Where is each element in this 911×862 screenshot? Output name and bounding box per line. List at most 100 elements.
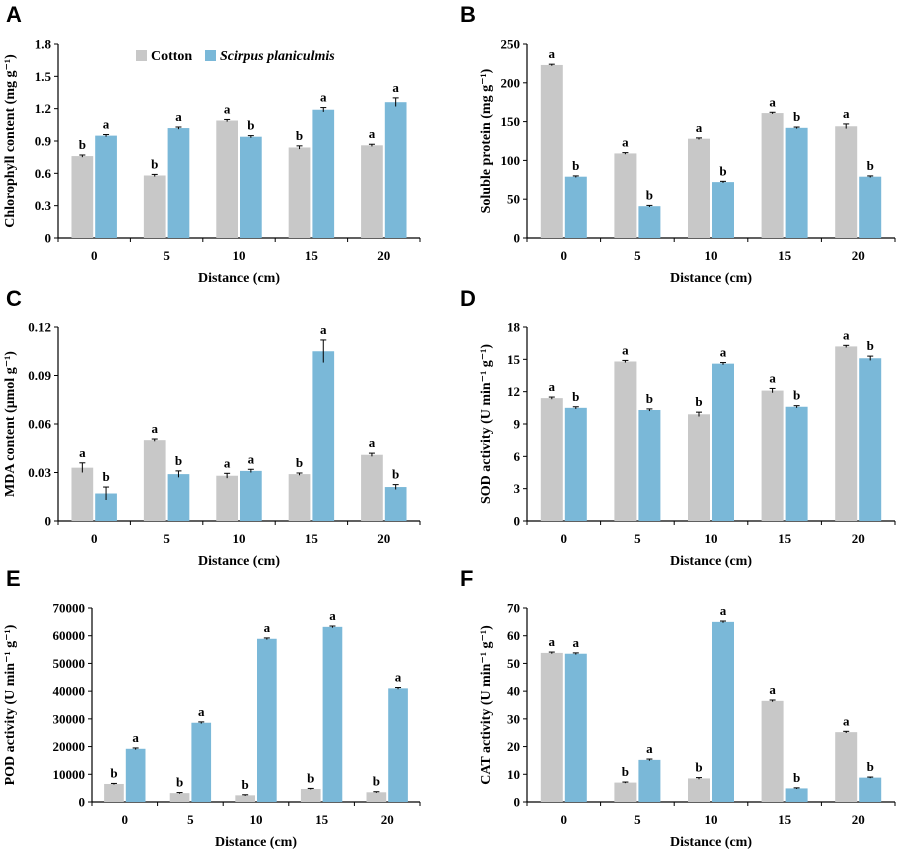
y-tick-label: 60 <box>507 628 520 643</box>
x-tick-label: 5 <box>163 531 170 546</box>
bar-scirpus <box>638 759 661 802</box>
bar-scirpus <box>312 109 335 238</box>
y-tick-label: 1.2 <box>35 101 51 116</box>
y-tick-label: 1.8 <box>35 37 52 52</box>
significance-letter: a <box>320 90 327 105</box>
bar-scirpus <box>785 127 808 238</box>
bar-cotton <box>614 361 637 521</box>
x-tick-label: 20 <box>852 812 865 827</box>
y-tick-label: 0.12 <box>28 320 51 335</box>
bar-scirpus <box>95 493 117 521</box>
x-tick-label: 10 <box>705 531 718 546</box>
bar-scirpus <box>191 722 212 802</box>
bar-scirpus <box>712 621 734 802</box>
x-tick-label: 15 <box>305 248 319 263</box>
x-tick-label: 20 <box>852 248 865 263</box>
x-tick-label: 20 <box>381 812 394 827</box>
x-tick-label: 5 <box>163 248 170 263</box>
bar-scirpus <box>240 470 262 521</box>
significance-letter: a <box>769 682 776 697</box>
bar-cotton <box>361 145 383 238</box>
significance-letter: b <box>151 156 158 171</box>
bar-scirpus <box>322 626 343 802</box>
legend: Cotton Scirpus planiculmis <box>136 49 335 64</box>
bar-cotton <box>104 783 124 802</box>
bar-scirpus <box>785 406 808 521</box>
bar-scirpus <box>167 474 190 521</box>
y-tick-label: 3 <box>514 481 521 496</box>
x-axis-title: Distance (cm) <box>198 554 280 569</box>
panel-letter: F <box>460 566 473 591</box>
significance-letter: a <box>646 741 653 756</box>
significance-letter: b <box>572 158 579 173</box>
significance-letter: a <box>175 109 182 124</box>
x-tick-label: 20 <box>852 531 865 546</box>
bar-cotton <box>288 474 311 521</box>
panel-letter: C <box>6 286 22 311</box>
x-axis-title: Distance (cm) <box>670 271 752 286</box>
y-axis-title: POD activity (U min⁻¹ g⁻¹) <box>3 624 18 785</box>
y-tick-label: 200 <box>501 75 521 90</box>
bar-cotton <box>761 390 784 521</box>
y-tick-label: 30000 <box>53 711 86 726</box>
panel-letter: D <box>460 286 476 311</box>
bar-scirpus <box>712 182 734 238</box>
y-tick-label: 50 <box>507 656 520 671</box>
significance-letter: a <box>103 117 110 132</box>
x-tick-label: 5 <box>634 248 641 263</box>
significance-letter: b <box>175 453 182 468</box>
bar-cotton <box>835 126 858 238</box>
bar-scirpus <box>712 363 734 521</box>
y-tick-label: 0 <box>79 795 86 810</box>
y-tick-label: 60000 <box>53 628 86 643</box>
y-tick-label: 100 <box>501 153 521 168</box>
y-tick-label: 50000 <box>53 656 86 671</box>
y-tick-label: 40 <box>507 684 520 699</box>
y-tick-label: 6 <box>514 449 521 464</box>
significance-letter: a <box>720 603 727 618</box>
bar-cotton <box>235 795 255 802</box>
y-tick-label: 0.9 <box>35 134 52 149</box>
legend-swatch-scirpus <box>205 50 216 61</box>
significance-letter: a <box>573 635 580 650</box>
panel-d: D 0 3 6 9 12 15 18 0 5 10 15 20 Distance (cm) SOD acti… <box>460 286 896 569</box>
x-tick-label: 5 <box>634 531 641 546</box>
significance-letter: a <box>369 126 376 141</box>
x-tick-label: 0 <box>122 812 129 827</box>
y-tick-label: 0.03 <box>28 465 51 480</box>
significance-letter: b <box>867 759 874 774</box>
panel-f: F 0 10 20 30 40 50 60 70 0 5 10 15 20 Distance (cm) CAT… <box>460 566 896 850</box>
y-tick-label: 10000 <box>53 767 86 782</box>
x-tick-label: 15 <box>778 812 792 827</box>
bar-cotton <box>143 440 166 521</box>
panel-letter: B <box>460 2 476 27</box>
bar-scirpus <box>312 351 335 521</box>
y-tick-label: 150 <box>501 114 521 129</box>
y-axis-title: SOD activity (U min⁻¹ g⁻¹) <box>479 344 494 504</box>
significance-letter: b <box>793 109 800 124</box>
y-axis-title: Soluble protein (mg g⁻¹) <box>479 68 494 213</box>
x-tick-label: 15 <box>315 812 329 827</box>
significance-letter: b <box>719 163 726 178</box>
panel-c: C 0 0.03 0.06 0.09 0.12 0 5 10 15 20 Distance (cm) M… <box>3 286 421 569</box>
panel-letter: E <box>6 566 21 591</box>
x-tick-label: 10 <box>705 248 718 263</box>
bar-cotton <box>300 788 321 802</box>
significance-letter: b <box>572 389 579 404</box>
y-tick-label: 0.3 <box>35 198 52 213</box>
legend-swatch-cotton <box>136 50 147 61</box>
y-tick-label: 20 <box>507 739 520 754</box>
bar-cotton <box>366 792 387 802</box>
y-tick-label: 18 <box>507 320 521 335</box>
significance-letter: a <box>549 46 556 61</box>
bar-cotton <box>688 414 710 521</box>
significance-letter: b <box>793 388 800 403</box>
bar-cotton <box>288 147 311 238</box>
significance-letter: a <box>320 322 327 337</box>
x-axis-title: Distance (cm) <box>670 835 752 850</box>
y-tick-label: 70000 <box>53 601 86 616</box>
x-tick-label: 0 <box>561 812 568 827</box>
significance-letter: b <box>102 469 109 484</box>
y-tick-label: 40000 <box>53 684 86 699</box>
bar-cotton <box>614 153 637 238</box>
